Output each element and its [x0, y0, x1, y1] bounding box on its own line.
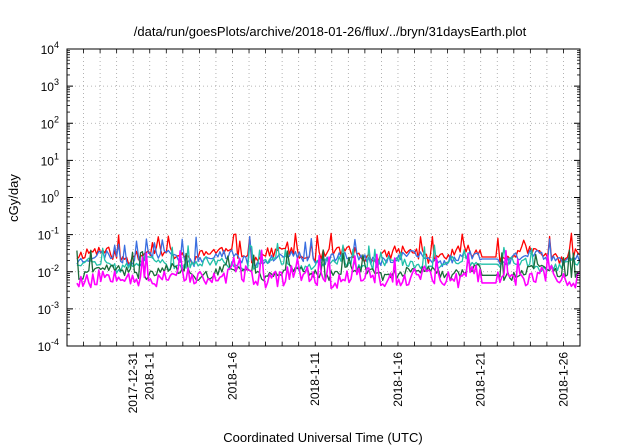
x-tick-label: 2018-1-11 [308, 352, 322, 406]
x-axis-title: Coordinated Universal Time (UTC) [223, 430, 422, 445]
y-tick-label: 10-2 [38, 263, 59, 280]
y-tick-label: 10-1 [38, 226, 59, 243]
x-tick-label: 2018-1-6 [225, 352, 239, 400]
grid-layer [67, 49, 580, 346]
x-tick-label: 2018-1-26 [556, 352, 570, 407]
x-tick-label: 2017-12-31 [126, 352, 140, 414]
y-tick-label: 101 [41, 151, 59, 168]
x-tick-label: 2018-1-16 [391, 352, 405, 407]
series-line-dark-green [76, 249, 580, 282]
chart-title: /data/run/goesPlots/archive/2018-01-26/f… [134, 24, 527, 39]
ticks-layer: 104 103 102 101 100 10-1 10-2 10-3 10-4 2017-12-3… [38, 40, 580, 413]
plot-frame [66, 48, 581, 347]
y-tick-label: 102 [41, 114, 59, 131]
x-tick-label: 2018-1-1 [143, 352, 157, 400]
series-layer [76, 232, 580, 290]
y-tick-label: 10-3 [38, 300, 59, 317]
x-tick-label: 2018-1-21 [474, 352, 488, 407]
y-tick-label: 104 [41, 40, 59, 57]
y-tick-label: 100 [41, 189, 59, 206]
y-tick-label: 10-4 [38, 337, 59, 354]
y-axis-title: cGy/day [6, 174, 21, 222]
y-tick-label: 103 [41, 77, 59, 94]
series-line-magenta [76, 249, 580, 290]
